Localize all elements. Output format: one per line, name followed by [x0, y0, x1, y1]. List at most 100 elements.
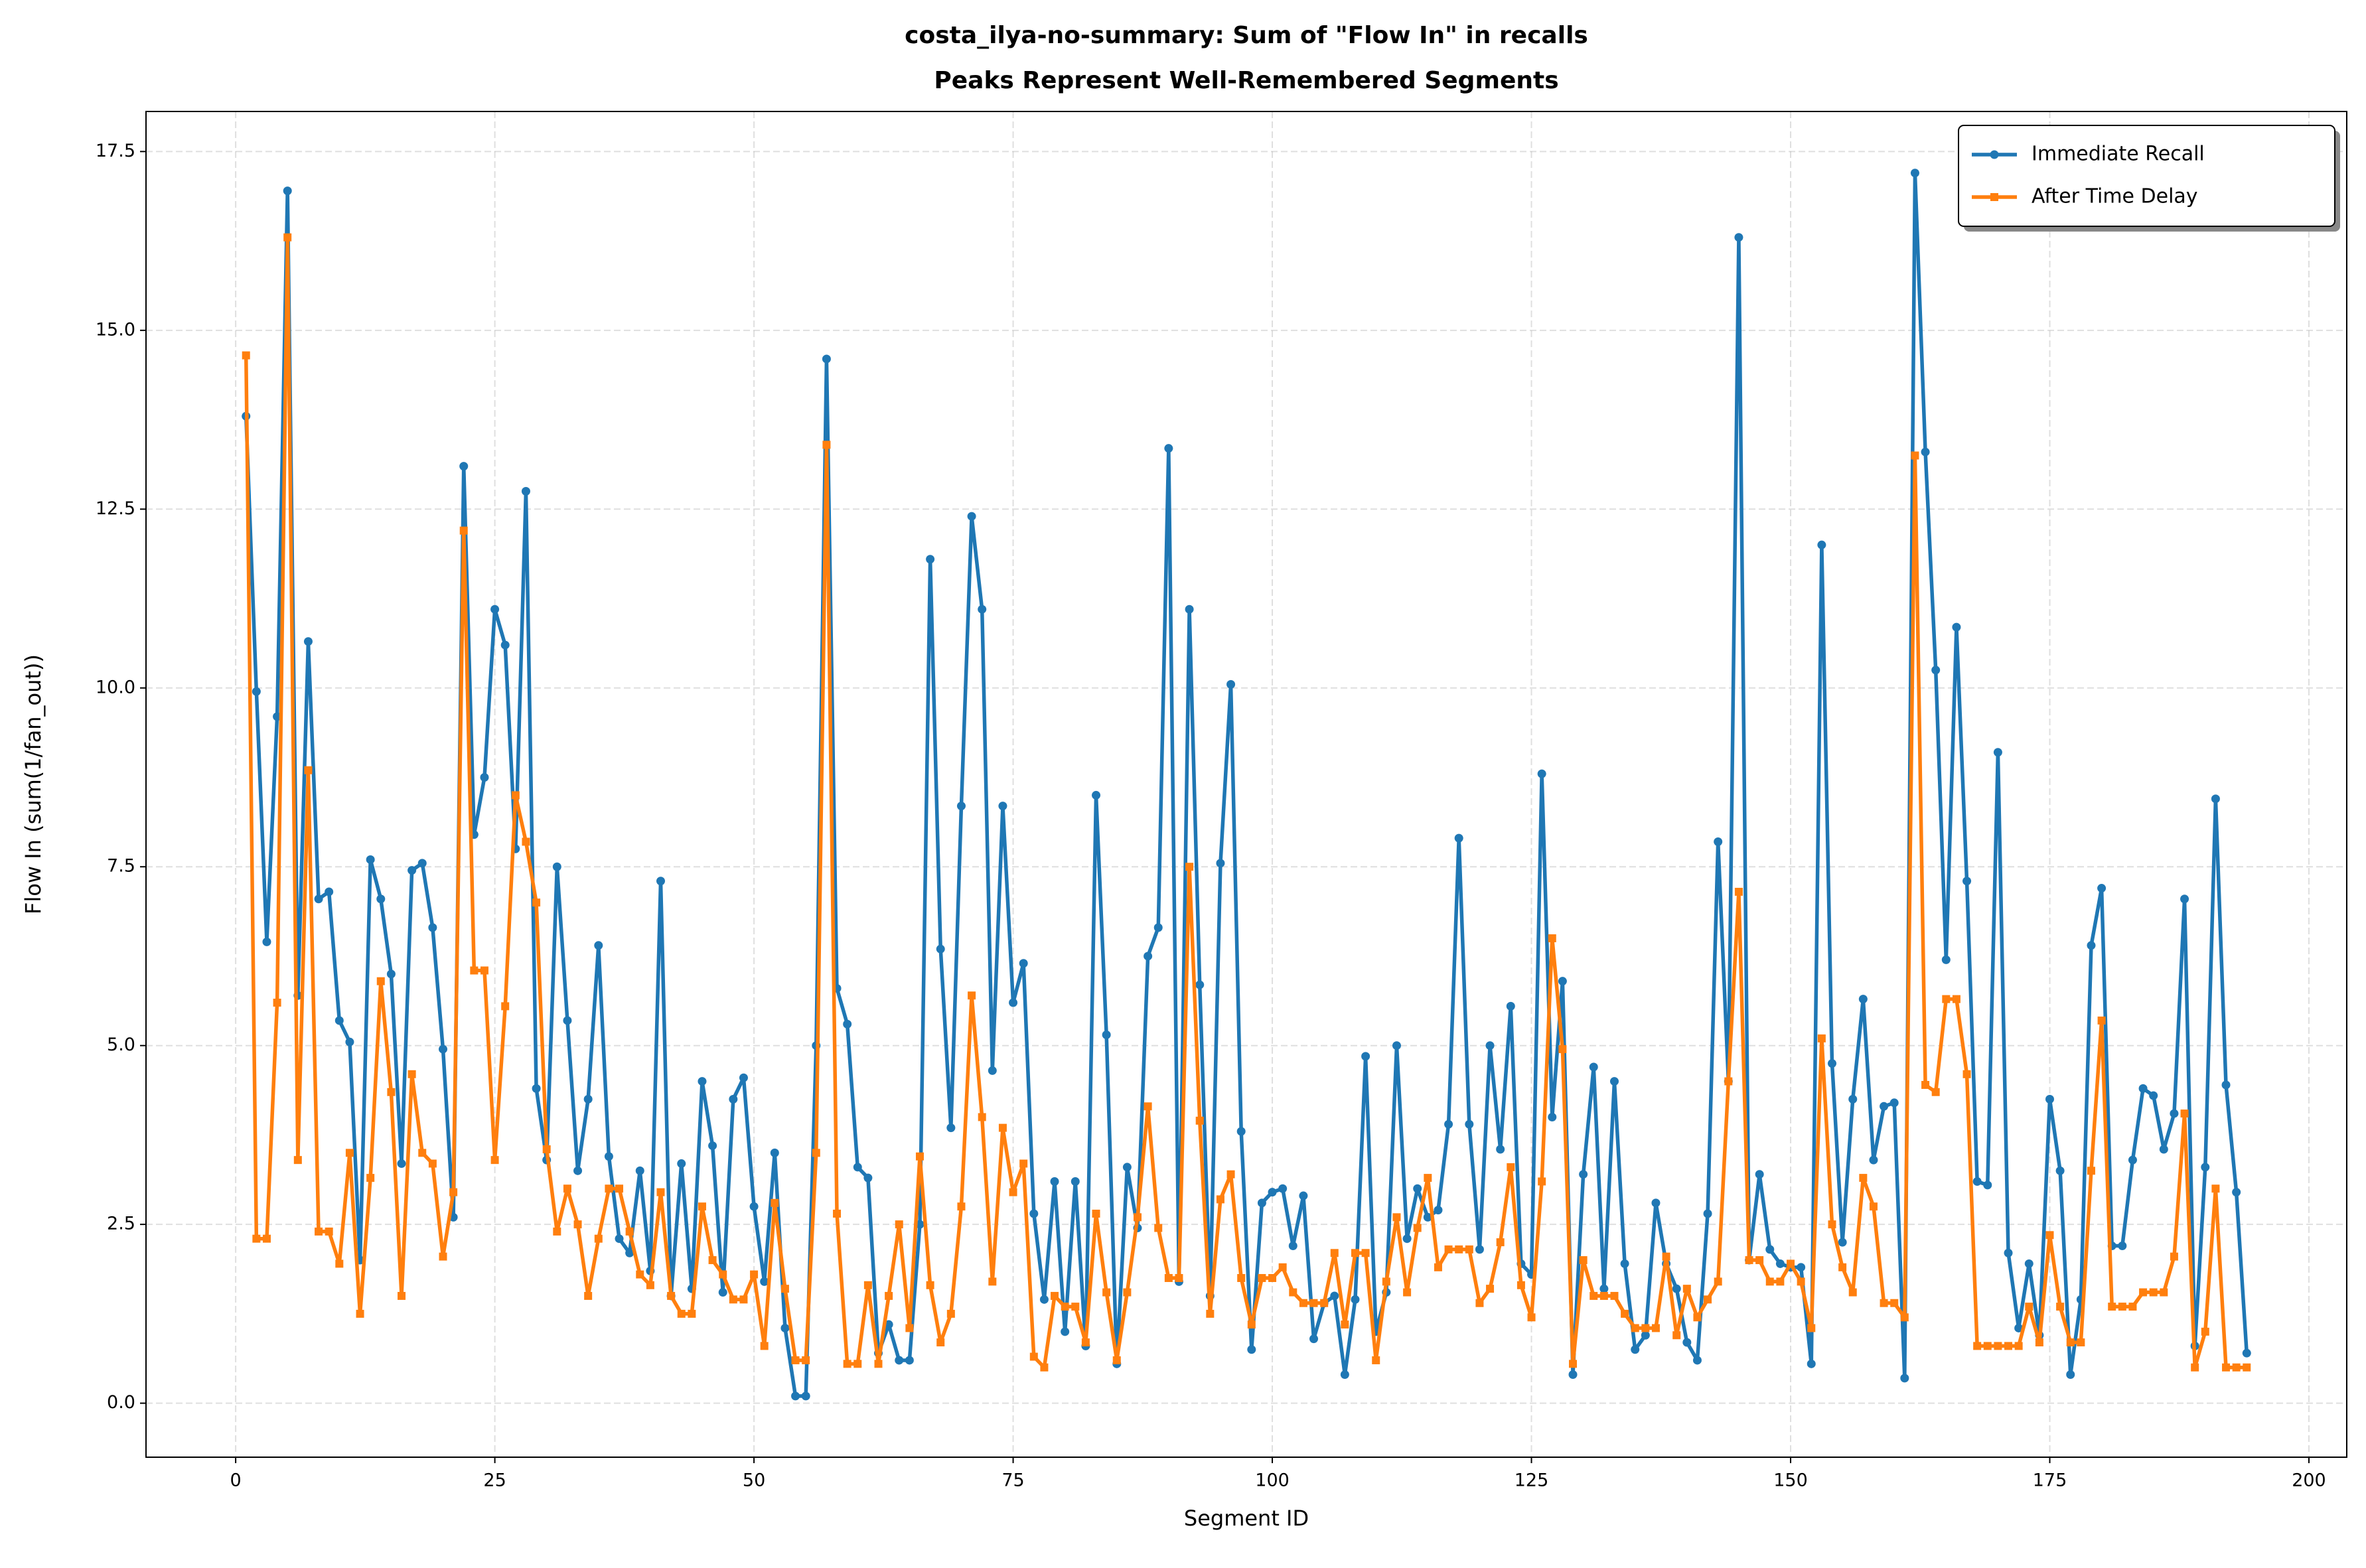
data-point: [1288, 1241, 1297, 1250]
data-point: [946, 1309, 955, 1318]
data-point: [729, 1295, 737, 1304]
data-point: [812, 1149, 820, 1157]
data-point: [708, 1256, 717, 1265]
data-point: [718, 1288, 727, 1297]
data-point: [1340, 1370, 1349, 1380]
data-point: [366, 855, 375, 864]
data-point: [998, 802, 1007, 811]
data-point: [480, 966, 488, 975]
data-point: [1631, 1324, 1639, 1332]
data-point: [895, 1356, 904, 1365]
data-point: [770, 1148, 779, 1157]
data-point: [905, 1324, 914, 1332]
data-point: [1942, 995, 1951, 1003]
data-point: [325, 1227, 333, 1236]
data-point: [698, 1202, 706, 1211]
legend-marker: [1990, 193, 1998, 201]
data-point: [1817, 540, 1826, 549]
data-point: [2025, 1303, 2033, 1311]
data-point: [532, 898, 541, 907]
data-point: [1195, 980, 1205, 989]
data-point: [1828, 1220, 1836, 1229]
x-tick-label: 0: [230, 1470, 242, 1491]
data-point: [1692, 1356, 1702, 1365]
data-point: [843, 1019, 852, 1029]
x-tick-label: 175: [2033, 1470, 2067, 1491]
data-point: [833, 1209, 842, 1218]
data-point: [1672, 1284, 1681, 1293]
data-point: [615, 1234, 624, 1244]
data-point: [1890, 1299, 1899, 1307]
data-point: [1206, 1309, 1215, 1318]
data-point: [459, 526, 468, 535]
data-point: [1382, 1277, 1390, 1286]
data-point: [1651, 1198, 1661, 1208]
data-point: [2180, 894, 2189, 904]
data-point: [439, 1252, 447, 1261]
data-point: [988, 1066, 997, 1075]
data-point: [1486, 1285, 1495, 1293]
data-point: [1911, 451, 1919, 460]
data-point: [2128, 1155, 2137, 1165]
data-point: [1413, 1224, 1422, 1232]
data-point: [1236, 1127, 1246, 1136]
data-point: [1599, 1291, 1608, 1300]
data-point: [988, 1277, 997, 1286]
data-point: [1019, 959, 1028, 968]
data-point: [1889, 1098, 1899, 1107]
data-point: [2138, 1084, 2148, 1093]
data-point: [2243, 1363, 2251, 1372]
data-point: [490, 1156, 499, 1165]
data-point: [532, 1084, 541, 1093]
data-point: [490, 605, 500, 614]
data-point: [1641, 1330, 1650, 1340]
x-axis-label: Segment ID: [1184, 1506, 1309, 1531]
data-point: [656, 1188, 665, 1196]
data-point: [1568, 1370, 1578, 1380]
data-point: [1506, 1001, 1515, 1011]
y-tick-label: 12.5: [96, 498, 135, 519]
data-point: [1392, 1213, 1401, 1222]
data-point: [1122, 1163, 1132, 1172]
data-point: [605, 1184, 613, 1193]
data-point: [1164, 444, 1173, 453]
data-point: [334, 1016, 344, 1025]
data-point: [387, 1088, 396, 1096]
data-point: [822, 441, 831, 449]
data-point: [293, 1156, 302, 1165]
data-point: [1797, 1263, 1806, 1272]
data-point: [1662, 1252, 1670, 1261]
data-point: [1714, 837, 1723, 846]
data-point: [1983, 1180, 1992, 1190]
data-point: [1226, 1170, 1235, 1178]
data-point: [1527, 1313, 1536, 1322]
data-point: [895, 1220, 903, 1229]
y-tick-label: 17.5: [96, 141, 135, 161]
data-point: [771, 1198, 779, 1207]
series-line: [244, 235, 2247, 1370]
data-point: [1848, 1288, 1857, 1297]
data-point: [1423, 1212, 1432, 1222]
data-point: [345, 1037, 354, 1046]
data-point: [2170, 1252, 2178, 1261]
data-point: [656, 877, 666, 886]
data-point: [1153, 923, 1163, 932]
data-point: [677, 1309, 686, 1318]
data-point: [262, 937, 271, 946]
data-point: [635, 1166, 644, 1175]
data-point: [1247, 1320, 1256, 1329]
data-point: [2242, 1348, 2251, 1358]
data-point: [915, 1152, 924, 1161]
data-point: [594, 1234, 603, 1243]
data-point: [1516, 1281, 1525, 1289]
data-point: [1496, 1145, 1505, 1154]
data-point: [1900, 1313, 1909, 1322]
data-point: [1299, 1191, 1308, 1200]
data-point: [2087, 941, 2096, 950]
data-point: [335, 1259, 344, 1268]
data-point: [739, 1073, 748, 1082]
data-point: [417, 859, 427, 868]
data-point: [1827, 1059, 1836, 1068]
data-point: [1838, 1238, 1847, 1247]
data-point: [1102, 1031, 1111, 1040]
